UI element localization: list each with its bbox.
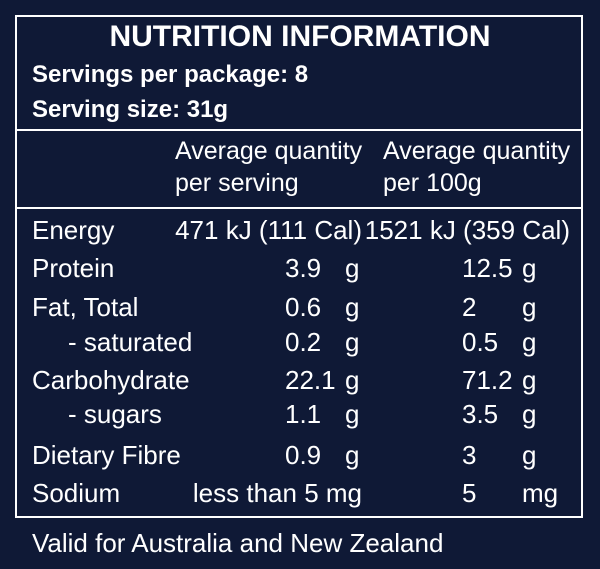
row-name: Fat, Total: [32, 292, 139, 322]
per-serving: 22.1: [285, 365, 336, 395]
per-100g: 12.5: [462, 253, 513, 283]
unit: g: [345, 292, 360, 322]
divider: [15, 129, 583, 131]
panel-border: [15, 15, 583, 518]
unit: g: [522, 292, 537, 322]
serving-size: Serving size: 31g: [32, 96, 229, 123]
unit: g: [522, 327, 537, 357]
footer: Valid for Australia and New Zealand: [32, 528, 444, 558]
unit: g: [522, 365, 537, 395]
title: NUTRITION INFORMATION: [109, 20, 491, 53]
per-100g: 71.2: [462, 365, 513, 395]
unit: g: [345, 440, 360, 470]
per-serving: 0.2: [285, 327, 322, 357]
unit: mg: [522, 478, 559, 508]
per-100g: 0.5: [462, 327, 499, 357]
column-header: per 100g: [383, 169, 482, 197]
column-header: Average quantity: [175, 137, 363, 165]
column-header: per serving: [175, 169, 299, 197]
row-name: Protein: [32, 253, 115, 283]
row-name: Sodium: [32, 478, 121, 508]
per-100g: 5: [462, 478, 477, 508]
per-serving: 0.9: [285, 440, 322, 470]
per-serving: 1.1: [285, 399, 322, 429]
unit: g: [345, 399, 360, 429]
per-100g: 3: [462, 440, 477, 470]
row-name: - sugars: [68, 399, 162, 429]
per-serving: 0.6: [285, 292, 322, 322]
row-name: Energy: [32, 215, 115, 245]
servings: Servings per package: 8: [32, 61, 309, 88]
unit: g: [522, 253, 537, 283]
per-100g: 3.5: [462, 399, 499, 429]
per-100g: 2: [462, 292, 477, 322]
unit: g: [345, 253, 360, 283]
divider: [15, 207, 583, 209]
per-serving: less than 5 mg: [192, 478, 362, 508]
row-name: Dietary Fibre: [32, 440, 181, 470]
column-header: Average quantity: [383, 137, 571, 165]
per-serving: 471 kJ (111 Cal): [175, 215, 362, 245]
unit: g: [345, 327, 360, 357]
per-serving: 3.9: [285, 253, 322, 283]
unit: g: [345, 365, 360, 395]
unit: g: [522, 440, 537, 470]
per-100g: 1521 kJ (359 Cal): [364, 215, 570, 245]
unit: g: [522, 399, 537, 429]
row-name: - saturated: [68, 327, 193, 357]
row-name: Carbohydrate: [32, 365, 190, 395]
